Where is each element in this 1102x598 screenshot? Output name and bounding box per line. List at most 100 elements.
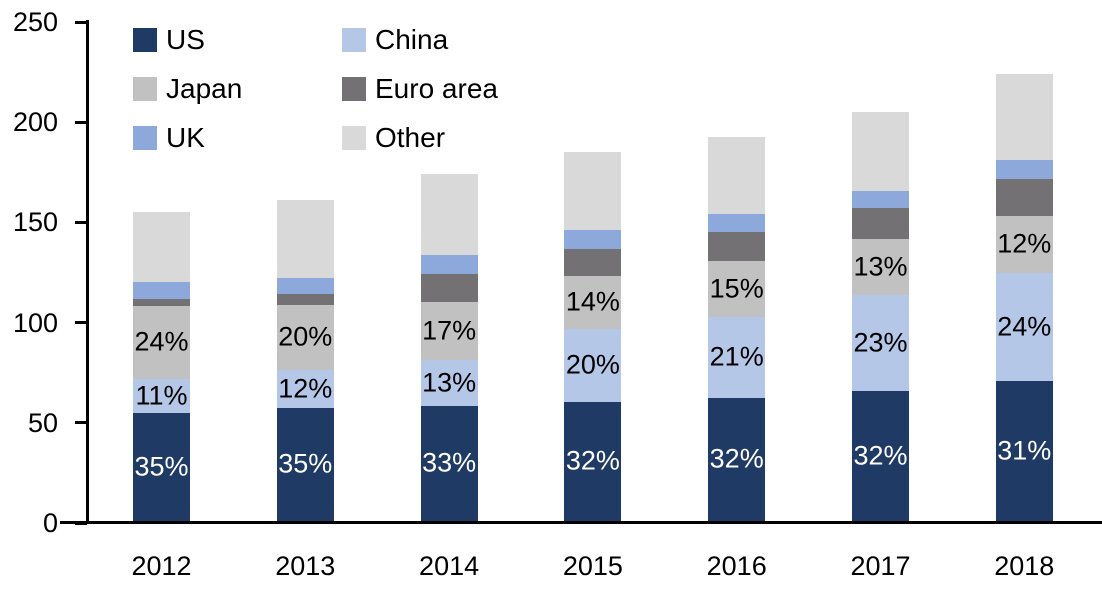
bar-2014: 33% 13% 17% — [420, 174, 478, 521]
bar-2017: 32% 23% 13% — [852, 112, 909, 521]
x-axis-label-2018: 2018 — [994, 551, 1055, 581]
bar-segment-value-label: 13% — [853, 251, 908, 282]
bar-segment-uk — [133, 281, 190, 299]
bar-segment-uk — [276, 277, 334, 294]
legend-label: US — [166, 24, 205, 55]
bar-segment-us: 31% — [995, 380, 1053, 521]
bar-segment-other — [420, 174, 478, 255]
bar-segment-china: 11% — [133, 378, 190, 413]
legend-swatch-icon — [342, 126, 366, 150]
legend: US China Japan Euro area UK Other — [133, 24, 498, 153]
bar-segment-uk — [852, 191, 909, 209]
bar-segment-china: 12% — [276, 369, 334, 408]
legend-label: UK — [166, 122, 205, 153]
bar-segment-euro-area — [708, 232, 766, 261]
y-axis-line — [86, 20, 89, 523]
y-axis-tick-label: 100 — [12, 307, 58, 338]
bar-segment-uk — [708, 214, 766, 233]
bar-segment-value-label: 21% — [709, 341, 764, 372]
bar-segment-value-label: 20% — [565, 349, 620, 380]
legend-item-us: US — [133, 24, 342, 55]
y-axis-tick-label: 200 — [12, 107, 58, 138]
bar-segment-value-label: 15% — [709, 273, 764, 304]
bar-segment-us: 35% — [133, 412, 190, 521]
legend-swatch-icon — [342, 77, 366, 101]
y-axis-tick — [75, 321, 87, 325]
bar-segment-japan: 13% — [852, 239, 909, 295]
y-axis-tick-label: 250 — [12, 7, 58, 37]
bar-segment-us: 32% — [852, 390, 909, 521]
bar-segment-euro-area — [420, 273, 478, 302]
legend-label: Euro area — [375, 73, 498, 104]
legend-item-other: Other — [342, 122, 498, 153]
legend-item-japan: Japan — [133, 73, 342, 104]
x-axis-label-2015: 2015 — [562, 551, 623, 581]
legend-swatch-icon — [133, 126, 157, 150]
bar-segment-euro-area — [564, 249, 622, 276]
bar-segment-other — [564, 152, 622, 231]
x-axis-line — [60, 521, 1102, 524]
bar-segment-us: 32% — [564, 401, 622, 521]
bar-2018: 31% 24% 12% — [995, 74, 1053, 521]
bar-segment-euro-area — [995, 179, 1053, 217]
bar-segment-value-label: 20% — [278, 321, 333, 352]
bar-segment-value-label: 24% — [134, 326, 189, 357]
legend-item-euro-area: Euro area — [342, 73, 498, 104]
bar-segment-value-label: 17% — [422, 315, 477, 346]
bar-segment-other — [708, 137, 766, 215]
bar-segment-euro-area — [852, 208, 909, 240]
y-axis-tick — [75, 220, 87, 224]
legend-swatch-icon — [133, 28, 157, 52]
bar-segment-value-label: 12% — [997, 228, 1052, 259]
bar-segment-uk — [420, 254, 478, 274]
bar-segment-value-label: 13% — [422, 367, 477, 398]
bar-segment-uk — [995, 160, 1053, 180]
bar-segment-china: 13% — [420, 359, 478, 406]
legend-label: China — [375, 24, 449, 55]
y-axis-tick — [75, 20, 87, 24]
y-axis-tick — [75, 421, 87, 425]
bar-segment-other — [276, 200, 334, 278]
y-axis-tick-label: 0 — [42, 508, 58, 538]
x-axis-label-2013: 2013 — [275, 551, 336, 581]
bar-segment-value-label: 23% — [853, 327, 908, 358]
legend-label: Other — [375, 122, 446, 153]
x-axis-label-2012: 2012 — [131, 551, 192, 581]
bar-segment-china: 20% — [564, 328, 622, 402]
bar-segment-value-label: 33% — [422, 447, 477, 478]
bar-segment-other — [852, 112, 909, 192]
bar-segment-value-label: 35% — [134, 451, 189, 482]
x-axis-label-2014: 2014 — [419, 551, 480, 581]
bar-segment-value-label: 32% — [709, 443, 764, 474]
bar-segment-japan: 14% — [564, 275, 622, 329]
y-axis-tick — [75, 521, 87, 525]
bar-segment-value-label: 11% — [135, 380, 188, 411]
bar-segment-japan: 15% — [708, 260, 766, 317]
bar-2015: 32% 20% 14% — [564, 152, 622, 521]
legend-label: Japan — [166, 73, 243, 104]
bar-2016: 32% 21% 15% — [708, 137, 766, 521]
bar-segment-china: 24% — [995, 272, 1053, 381]
y-axis-tick — [75, 120, 87, 124]
bar-2013: 35% 12% 20% — [276, 200, 334, 521]
bar-segment-china: 23% — [852, 294, 909, 391]
legend-swatch-icon — [133, 77, 157, 101]
bar-segment-value-label: 32% — [853, 440, 908, 471]
bar-segment-value-label: 32% — [565, 445, 620, 476]
bar-segment-us: 35% — [276, 407, 334, 521]
bar-2012: 35% 11% 24% — [133, 212, 190, 521]
bar-segment-china: 21% — [708, 316, 766, 398]
bar-segment-japan: 17% — [420, 301, 478, 360]
bar-segment-japan: 12% — [995, 216, 1053, 273]
bar-segment-euro-area — [133, 298, 190, 306]
bar-segment-other — [995, 74, 1053, 161]
bar-segment-uk — [564, 230, 622, 250]
bar-segment-euro-area — [276, 293, 334, 305]
bar-segment-value-label: 35% — [278, 448, 333, 479]
bar-segment-japan: 20% — [276, 304, 334, 370]
x-axis-label-2016: 2016 — [706, 551, 767, 581]
bar-segment-value-label: 24% — [997, 311, 1052, 342]
bar-segment-value-label: 14% — [565, 286, 620, 317]
legend-swatch-icon — [342, 28, 366, 52]
